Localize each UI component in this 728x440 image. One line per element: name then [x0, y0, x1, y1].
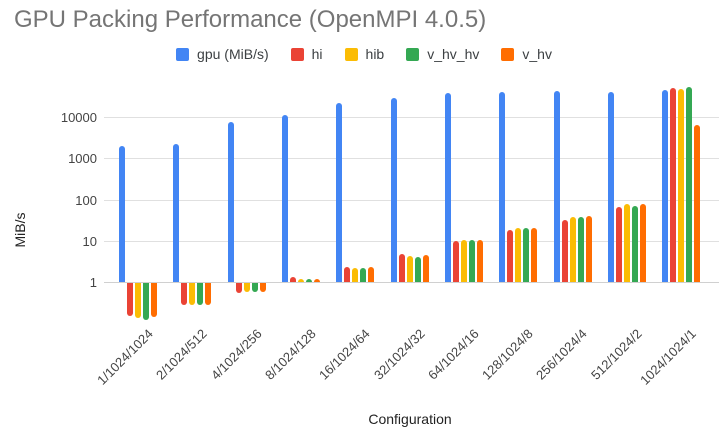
- bar-hi[interactable]: [398, 254, 405, 282]
- bar-gpu-mib-s-[interactable]: [553, 90, 560, 282]
- legend-swatch: [501, 47, 515, 61]
- bar-v-hv-hv[interactable]: [360, 267, 367, 282]
- legend-swatch: [344, 47, 358, 61]
- legend-swatch: [406, 47, 420, 61]
- x-axis-title: Configuration: [368, 411, 452, 427]
- bar-v-hv-hv[interactable]: [631, 205, 638, 282]
- gridline: [104, 282, 719, 283]
- bar-v-hv[interactable]: [314, 278, 320, 282]
- legend-label: v_hv: [522, 46, 552, 62]
- y-tick-label: 100: [75, 192, 97, 208]
- x-tick-label: 128/1024/8: [479, 326, 536, 383]
- bar-hi[interactable]: [181, 283, 188, 305]
- x-tick-label: 4/1024/256: [207, 326, 265, 383]
- legend-label: hib: [365, 46, 385, 62]
- bar-gpu-mib-s-[interactable]: [662, 89, 669, 282]
- legend-label: hi: [311, 46, 323, 62]
- bar-gpu-mib-s-[interactable]: [499, 92, 506, 282]
- bar-v-hv[interactable]: [422, 255, 429, 282]
- legend: gpu (MiB/s) hi hib v_hv_hv v_hv: [0, 46, 728, 62]
- bar-hi[interactable]: [127, 283, 134, 316]
- bar-gpu-mib-s-[interactable]: [227, 121, 234, 282]
- bar-v-hv[interactable]: [259, 283, 266, 293]
- bar-v-hv[interactable]: [531, 228, 538, 282]
- bar-hib[interactable]: [352, 267, 359, 282]
- legend-item-v-hv-hv: v_hv_hv: [406, 46, 479, 62]
- bar-hi[interactable]: [670, 88, 677, 282]
- bar-hi[interactable]: [344, 266, 351, 282]
- legend-item-v-hv: v_hv: [501, 46, 552, 62]
- bar-v-hv-hv[interactable]: [577, 216, 584, 282]
- x-tick-label: 16/1024/64: [316, 326, 374, 383]
- bar-v-hv[interactable]: [368, 267, 375, 282]
- bar-gpu-mib-s-[interactable]: [173, 143, 180, 282]
- y-tick-label: 10000: [60, 110, 97, 126]
- bar-gpu-mib-s-[interactable]: [282, 114, 288, 282]
- bar-hib[interactable]: [460, 239, 467, 282]
- bar-hib[interactable]: [189, 283, 196, 305]
- bar-gpu-mib-s-[interactable]: [390, 97, 397, 282]
- bar-v-hv-hv[interactable]: [686, 87, 693, 282]
- y-tick-label: 10: [82, 233, 97, 249]
- bar-hi[interactable]: [615, 206, 622, 282]
- legend-item-gpu-mib-s-: gpu (MiB/s): [176, 46, 269, 62]
- bar-v-hv-hv[interactable]: [306, 278, 312, 282]
- x-tick-label: 1024/1024/1: [636, 326, 699, 388]
- bar-hib[interactable]: [515, 228, 522, 282]
- bar-v-hv[interactable]: [151, 283, 158, 317]
- gridline: [104, 158, 719, 160]
- bar-v-hv[interactable]: [639, 204, 646, 282]
- x-tick-label: 1/1024/1024: [93, 326, 156, 388]
- bar-v-hv-hv[interactable]: [143, 283, 150, 320]
- bar-hi[interactable]: [561, 220, 568, 282]
- bar-v-hv-hv[interactable]: [197, 283, 204, 305]
- legend-label: v_hv_hv: [427, 46, 480, 62]
- bar-hib[interactable]: [569, 216, 576, 282]
- legend-swatch: [290, 47, 304, 61]
- bar-v-hv-hv[interactable]: [414, 256, 421, 282]
- bar-v-hv-hv[interactable]: [251, 283, 258, 293]
- gridline: [104, 199, 719, 201]
- bar-gpu-mib-s-[interactable]: [444, 92, 451, 282]
- bar-hi[interactable]: [507, 230, 514, 282]
- chart-title: GPU Packing Performance (OpenMPI 4.0.5): [14, 6, 487, 33]
- legend-item-hi: hi: [290, 46, 323, 62]
- gridline: [104, 117, 719, 119]
- bar-hi[interactable]: [452, 240, 459, 282]
- bar-v-hv[interactable]: [205, 283, 212, 305]
- y-tick-label: 1: [89, 275, 97, 290]
- x-tick-label: 32/1024/32: [370, 326, 428, 383]
- bar-v-hv-hv[interactable]: [523, 228, 530, 282]
- x-tick-label: 512/1024/2: [587, 326, 645, 383]
- bar-hib[interactable]: [243, 283, 250, 293]
- y-axis-title: MiB/s: [12, 212, 28, 248]
- legend-item-hib: hib: [344, 46, 385, 62]
- bar-v-hv-hv[interactable]: [468, 239, 475, 282]
- bar-hib[interactable]: [135, 283, 142, 319]
- x-tick-label: 2/1024/512: [153, 326, 211, 383]
- x-tick-label: 64/1024/16: [424, 326, 482, 383]
- bar-hib[interactable]: [406, 255, 413, 282]
- bar-hi[interactable]: [235, 283, 242, 294]
- y-tick-label: 1000: [68, 151, 97, 167]
- bar-hib[interactable]: [678, 89, 685, 282]
- bar-hi[interactable]: [290, 277, 296, 282]
- legend-label: gpu (MiB/s): [197, 46, 269, 62]
- bar-v-hv[interactable]: [585, 216, 592, 282]
- bar-v-hv[interactable]: [694, 124, 701, 282]
- x-tick-label: 8/1024/128: [261, 326, 319, 383]
- bar-gpu-mib-s-[interactable]: [607, 92, 614, 282]
- bar-gpu-mib-s-[interactable]: [119, 146, 126, 282]
- legend-swatch: [176, 47, 190, 61]
- bar-hib[interactable]: [623, 203, 630, 282]
- bar-v-hv[interactable]: [476, 239, 483, 282]
- bar-gpu-mib-s-[interactable]: [336, 103, 343, 282]
- bar-hib[interactable]: [298, 278, 304, 282]
- gridline: [104, 240, 719, 242]
- x-tick-label: 256/1024/4: [533, 326, 591, 383]
